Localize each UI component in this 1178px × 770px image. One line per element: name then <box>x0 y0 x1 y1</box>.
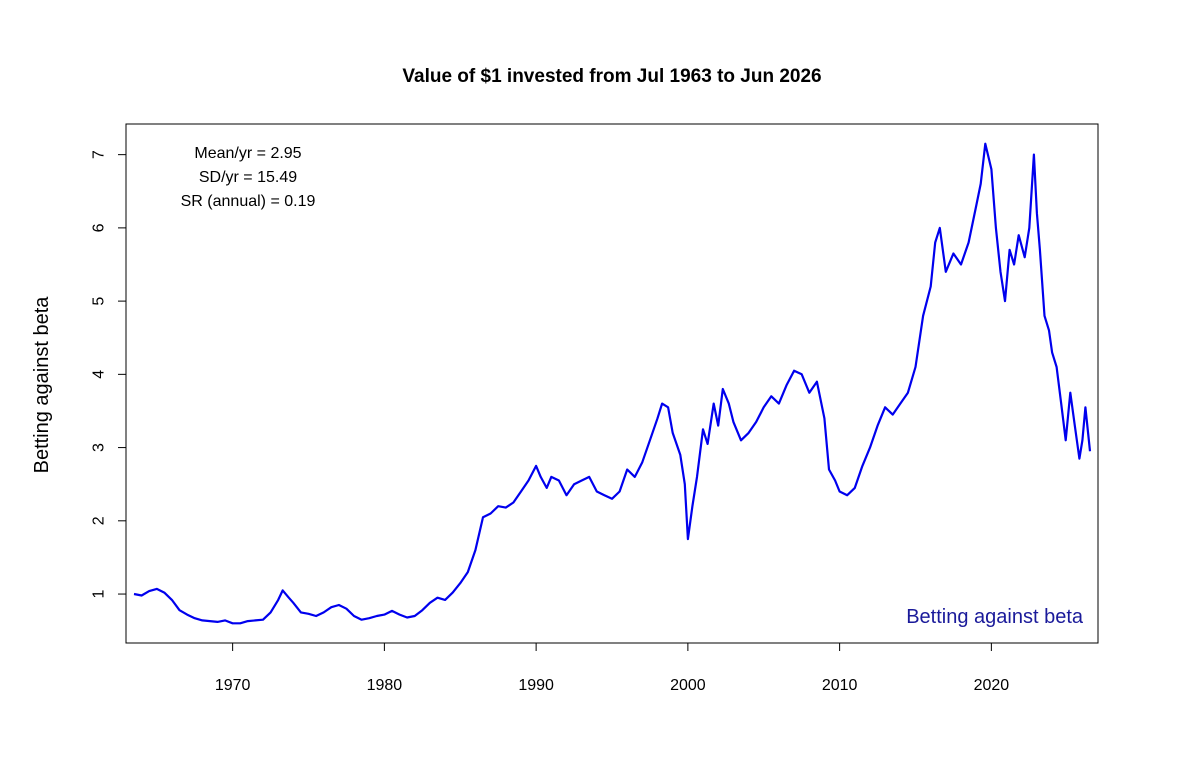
y-tick-label: 5 <box>91 297 108 306</box>
chart-title: Value of $1 invested from Jul 1963 to Ju… <box>402 66 821 87</box>
x-tick-label: 2010 <box>822 677 858 694</box>
y-tick-label: 6 <box>91 223 108 232</box>
y-tick-label: 4 <box>91 370 108 379</box>
stat-sd: SD/yr = 15.49 <box>199 169 297 186</box>
x-axis: 1970 1980 1990 2000 2010 2020 <box>215 642 1010 694</box>
x-tick-label: 2020 <box>974 677 1010 694</box>
y-tick-label: 2 <box>91 516 108 525</box>
series-line <box>133 142 1092 625</box>
x-tick-label: 2000 <box>670 677 706 694</box>
series-layer <box>133 142 1092 625</box>
y-tick-label: 3 <box>91 443 108 452</box>
series-label: Betting against beta <box>906 606 1084 628</box>
y-axis-label: Betting against beta <box>31 296 53 474</box>
y-axis: 1 2 3 4 5 6 7 <box>91 150 127 598</box>
stat-sharpe: SR (annual) = 0.19 <box>181 193 316 210</box>
x-tick-label: 1970 <box>215 677 251 694</box>
stat-mean: Mean/yr = 2.95 <box>194 145 301 162</box>
x-tick-label: 1980 <box>367 677 403 694</box>
y-tick-label: 1 <box>91 589 108 598</box>
x-tick-label: 1990 <box>518 677 554 694</box>
y-tick-label: 7 <box>91 150 108 159</box>
